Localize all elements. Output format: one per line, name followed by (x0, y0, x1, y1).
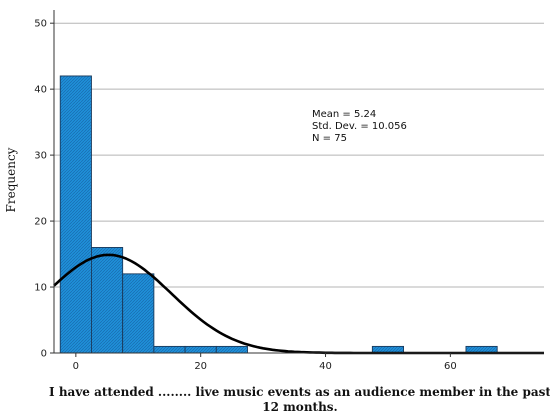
histogram-bar-2 (122, 273, 155, 354)
x-tick-label-3: 60 (444, 361, 457, 372)
y-tick-label-5: 50 (34, 19, 47, 30)
y-tick-label-0: 0 (41, 349, 47, 360)
stat-mean: Mean = 5.24 (312, 109, 376, 120)
statistics-box: Mean = 5.24 Std. Dev. = 10.056 N = 75 (312, 109, 407, 144)
histogram-bar-3 (153, 345, 186, 354)
y-tick-label-2: 20 (34, 217, 47, 228)
stat-std-dev: Std. Dev. = 10.056 (312, 121, 407, 132)
x-axis-label-line-2: 12 months. (262, 400, 338, 414)
y-axis-label: Frequency (4, 147, 18, 212)
stat-n: N = 75 (312, 133, 347, 144)
x-axis-label-line-1: I have attended ........ live music even… (49, 385, 550, 399)
histogram-bar-1 (91, 247, 124, 354)
histogram-bars (59, 75, 498, 354)
y-tick-label-3: 30 (34, 151, 47, 162)
histogram-bar-4 (184, 345, 217, 354)
tick-labels: 0 10 20 30 40 50 0 20 40 60 (34, 19, 456, 372)
x-tick-label-0: 0 (73, 361, 79, 372)
histogram-bar-0 (59, 75, 92, 354)
grid-lines (54, 22, 544, 288)
x-tick-label-2: 40 (319, 361, 332, 372)
histogram-bar-5 (215, 345, 248, 354)
x-tick-label-1: 20 (194, 361, 207, 372)
y-tick-label-1: 10 (34, 283, 47, 294)
axes (53, 10, 544, 354)
y-tick-label-4: 40 (34, 85, 47, 96)
